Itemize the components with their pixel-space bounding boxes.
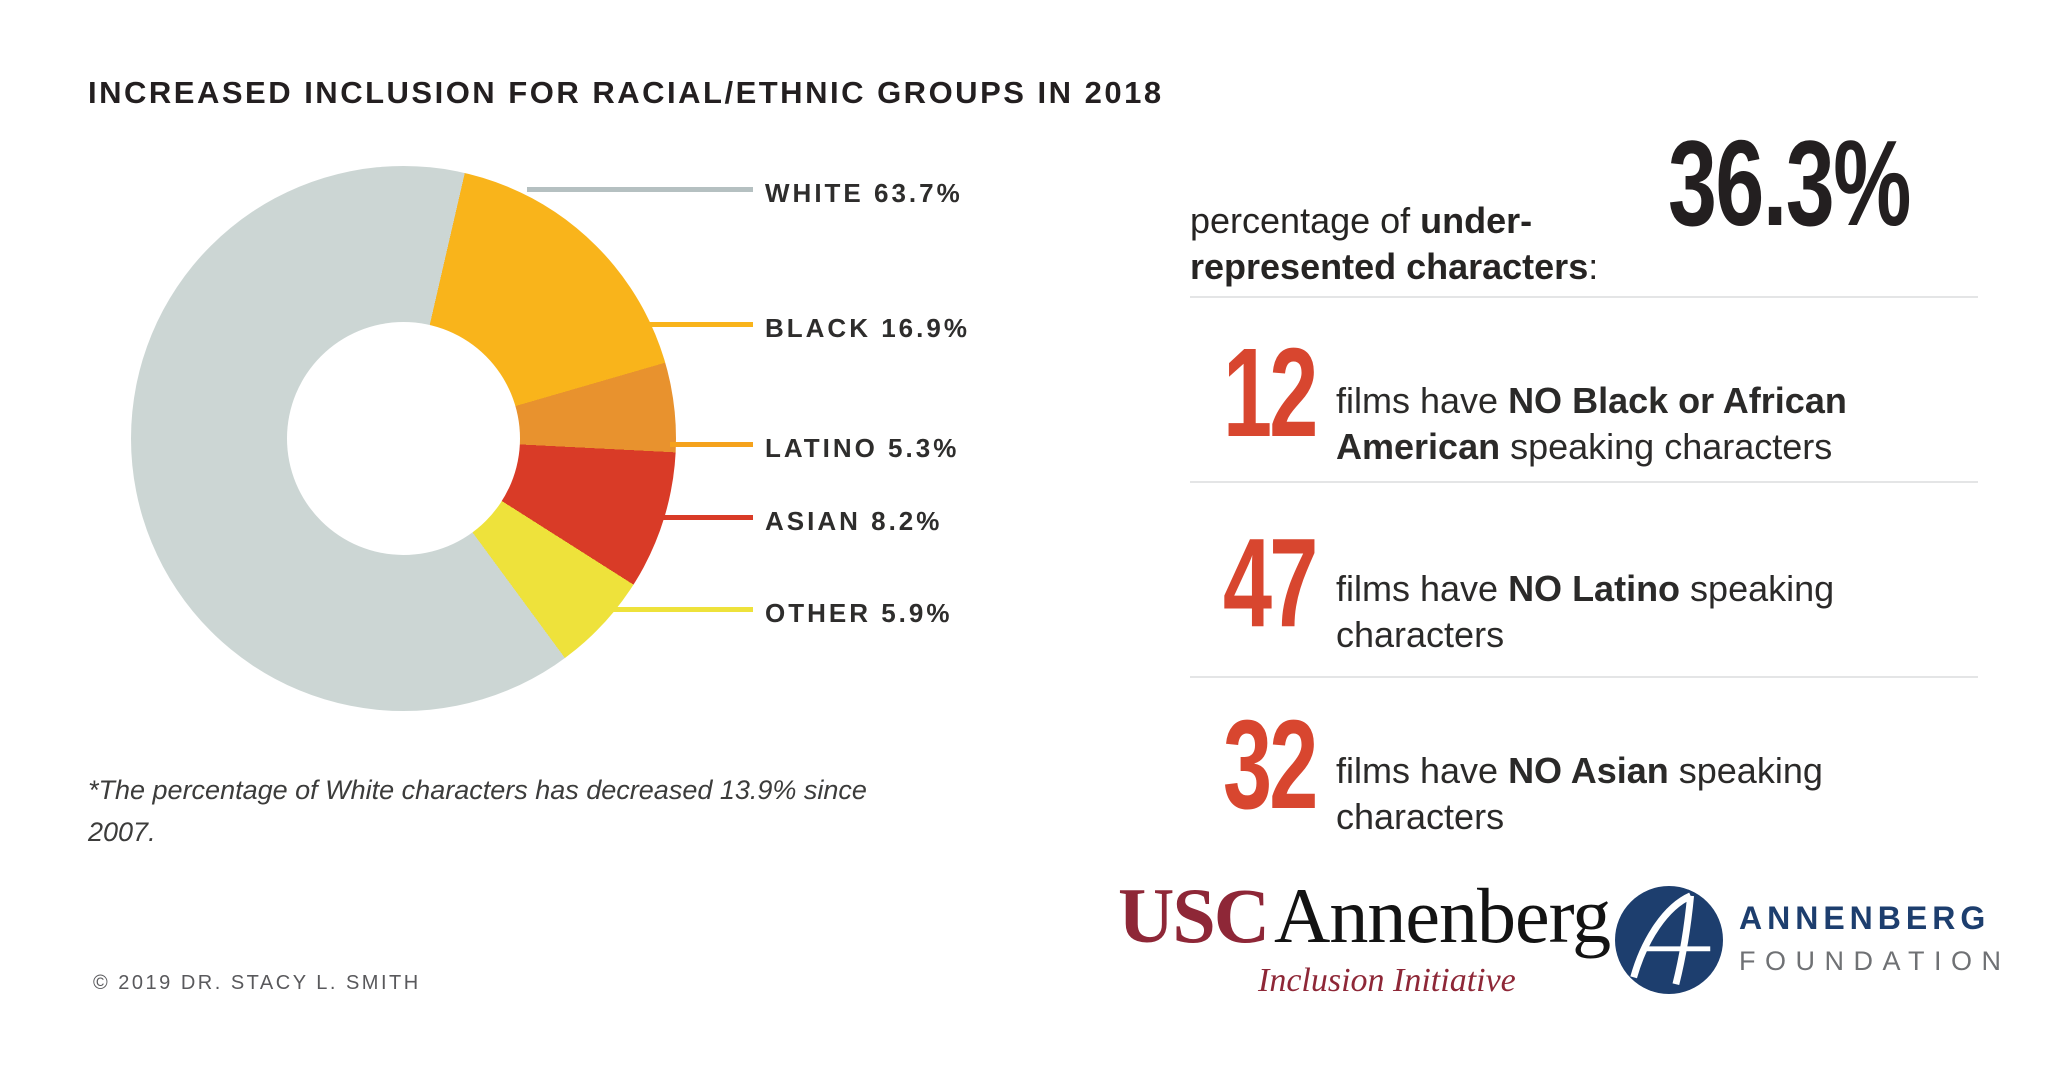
legend-item-latino: LATINO 5.3% bbox=[0, 433, 1050, 463]
annenberg-foundation-text: ANNENBERG FOUNDATION bbox=[1739, 900, 2011, 977]
stat-text-asian: films have NO Asian speaking characters bbox=[1336, 748, 1976, 840]
summary-suffix: : bbox=[1588, 246, 1599, 287]
stat-prefix: films have bbox=[1336, 568, 1509, 609]
divider bbox=[1190, 296, 1978, 298]
stat-text-black: films have NO Black or African American … bbox=[1336, 378, 1976, 470]
usc-annenberg-logo: USCAnnenberg Inclusion Initiative bbox=[1118, 876, 1611, 1000]
legend-leader-line bbox=[527, 187, 753, 192]
page-title: INCREASED INCLUSION FOR RACIAL/ETHNIC GR… bbox=[88, 74, 1164, 110]
stat-suffix: speaking characters bbox=[1336, 750, 1823, 837]
legend-label: LATINO 5.3% bbox=[765, 433, 960, 463]
legend-item-other: OTHER 5.9% bbox=[0, 598, 1050, 628]
legend-label: BLACK 16.9% bbox=[765, 313, 970, 343]
stat-prefix: films have bbox=[1336, 380, 1509, 421]
annenberg-text: Annenberg bbox=[1274, 872, 1611, 959]
stat-bold: NO Latino bbox=[1508, 568, 1681, 609]
usc-annenberg-wordmark: USCAnnenberg bbox=[1118, 876, 1611, 956]
annenberg-foundation-line1: ANNENBERG bbox=[1739, 900, 1991, 936]
stat-number-asian: 32 bbox=[1223, 694, 1318, 835]
divider bbox=[1190, 481, 1978, 483]
stat-bold: NO Black or African American bbox=[1336, 380, 1847, 467]
divider bbox=[1190, 676, 1978, 678]
stat-bold: NO Asian bbox=[1508, 750, 1669, 791]
legend-leader-line bbox=[598, 607, 753, 612]
stat-number-latino: 47 bbox=[1223, 512, 1318, 653]
usc-text: USC bbox=[1118, 872, 1270, 959]
summary-prefix: percentage of bbox=[1190, 200, 1421, 241]
annenberg-foundation-line2: FOUNDATION bbox=[1739, 946, 2011, 976]
legend-label: ASIAN 8.2% bbox=[765, 506, 943, 536]
summary-value: 36.3% bbox=[1668, 115, 1911, 251]
donut-hole bbox=[287, 322, 520, 555]
footnote: *The percentage of White characters has … bbox=[88, 775, 867, 847]
legend-label: WHITE 63.7% bbox=[765, 178, 963, 208]
annenberg-foundation-a-icon bbox=[1615, 886, 1723, 994]
legend-leader-line bbox=[643, 322, 753, 327]
summary-bold: under-represented characters bbox=[1190, 200, 1589, 287]
copyright: © 2019 DR. STACY L. SMITH bbox=[93, 972, 421, 994]
legend-item-asian: ASIAN 8.2% bbox=[0, 506, 1050, 536]
inclusion-initiative-text: Inclusion Initiative bbox=[1258, 962, 1516, 999]
stat-suffix: speaking characters bbox=[1336, 568, 1835, 655]
legend-item-white: WHITE 63.7% bbox=[0, 178, 1050, 208]
stat-suffix: speaking characters bbox=[1500, 426, 1833, 467]
stat-prefix: films have bbox=[1336, 750, 1509, 791]
summary-text: percentage of under-represented characte… bbox=[1190, 198, 1680, 290]
legend-leader-line bbox=[670, 442, 753, 447]
stat-text-latino: films have NO Latino speaking characters bbox=[1336, 566, 1976, 658]
stat-number-black: 12 bbox=[1223, 322, 1318, 463]
legend-item-black: BLACK 16.9% bbox=[0, 313, 1050, 343]
legend-leader-line bbox=[655, 515, 753, 520]
legend-label: OTHER 5.9% bbox=[765, 598, 953, 628]
